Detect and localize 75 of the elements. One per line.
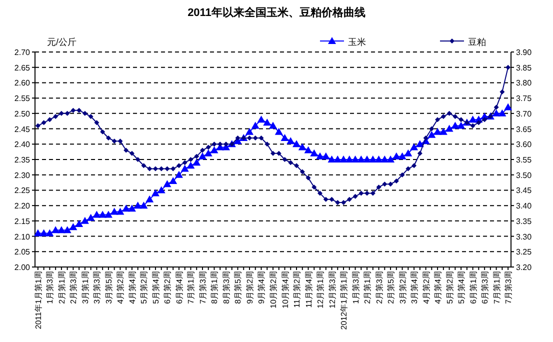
y-tick-label: 2.25 bbox=[14, 186, 31, 196]
y-tick-label: 2.65 bbox=[14, 63, 31, 72]
x-tick-label: 9月第2周 bbox=[245, 271, 254, 304]
y-tick-label: 2.70 bbox=[14, 48, 31, 57]
chart-title: 2011年以来全国玉米、豆粕价格曲线 bbox=[188, 6, 366, 19]
y-tick-label: 2.35 bbox=[14, 156, 31, 164]
y2-tick-label: 3.35 bbox=[516, 216, 532, 226]
x-tick-label: 12月第3周 bbox=[328, 271, 337, 308]
x-tick-label: 10月第2周 bbox=[269, 271, 278, 308]
x-tick-label: 6月第3周 bbox=[480, 271, 490, 304]
x-tick-label: 8月第1周 bbox=[210, 271, 220, 304]
x-tick-label: 4月第2周 bbox=[116, 271, 126, 304]
x-tick-label: 2月第1周 bbox=[57, 271, 66, 304]
x-tick-label: 9月第4周 bbox=[257, 271, 266, 304]
x-tick-label: 5月第4周 bbox=[151, 271, 160, 304]
y-tick-label: 2.40 bbox=[14, 140, 31, 150]
y2-tick-label: 3.75 bbox=[516, 94, 532, 104]
x-tick-label: 5月第2周 bbox=[445, 271, 454, 304]
x-tick-label: 6月第2周 bbox=[163, 271, 172, 304]
x-tick-label: 5月第2周 bbox=[140, 271, 149, 304]
x-tick-label: 11月第2周 bbox=[292, 271, 302, 308]
x-tick-label: 3月第4周 bbox=[410, 271, 420, 304]
x-tick-label: 7月第3周 bbox=[504, 271, 514, 304]
x-tick-label: 2月第3周 bbox=[374, 271, 384, 304]
y-tick-label: 2.50 bbox=[14, 109, 31, 118]
y2-tick-label: 3.20 bbox=[516, 263, 532, 272]
x-tick-label: 3月第2周 bbox=[398, 271, 408, 304]
x-tick-label: 3月第5周 bbox=[104, 271, 114, 304]
legend-label: 玉米 bbox=[348, 37, 366, 47]
x-tick-label: 7月第1周 bbox=[492, 271, 502, 304]
y2-tick-label: 3.65 bbox=[516, 124, 532, 134]
y2-tick-label: 3.85 bbox=[516, 63, 532, 72]
x-tick-label: 11月第4周 bbox=[304, 271, 314, 308]
x-tick-label: 10月第4周 bbox=[280, 271, 290, 308]
y2-tick-label: 3.55 bbox=[516, 156, 532, 164]
y-tick-label: 2.05 bbox=[14, 248, 31, 257]
x-tick-label: 3月第1周 bbox=[80, 271, 90, 304]
y-axis-title: 元/公斤 bbox=[47, 37, 77, 47]
x-tick-label: 12月第1周 bbox=[316, 271, 326, 308]
x-tick-label: 2月第1周 bbox=[363, 271, 372, 304]
y2-tick-label: 3.45 bbox=[516, 186, 532, 196]
x-tick-label: 4月第2周 bbox=[422, 271, 431, 304]
y2-tick-label: 3.25 bbox=[516, 248, 532, 257]
x-tick-label: 1月第3周 bbox=[351, 271, 360, 304]
x-tick-label: 8月第3周 bbox=[222, 271, 231, 304]
y-tick-label: 2.60 bbox=[14, 78, 31, 88]
x-tick-label: 7月第3周 bbox=[198, 271, 208, 304]
x-tick-label: 2011年1月第1周 bbox=[34, 271, 43, 330]
x-tick-label: 2月第5周 bbox=[386, 271, 396, 304]
x-tick-label: 7月第1周 bbox=[186, 271, 196, 304]
y2-tick-label: 3.50 bbox=[516, 170, 532, 180]
x-tick-label: 1月第3周 bbox=[46, 271, 55, 304]
legend-label: 豆粕 bbox=[468, 37, 486, 47]
y2-tick-label: 3.80 bbox=[516, 78, 532, 88]
x-tick-label: 2月第3周 bbox=[69, 271, 78, 304]
y-tick-label: 2.45 bbox=[14, 124, 31, 134]
y-tick-label: 2.15 bbox=[14, 216, 31, 226]
y-tick-label: 2.20 bbox=[14, 202, 31, 211]
x-tick-label: 3月第3周 bbox=[92, 271, 102, 304]
y2-tick-label: 3.60 bbox=[516, 140, 532, 150]
x-tick-label: 8月第5周 bbox=[234, 271, 243, 304]
y-tick-label: 2.00 bbox=[14, 263, 31, 272]
x-tick-label: 2012年1月第1周 bbox=[340, 271, 349, 330]
x-tick-label: 6月第1周 bbox=[468, 271, 478, 304]
y-tick-label: 2.30 bbox=[14, 170, 31, 180]
y2-tick-label: 3.30 bbox=[516, 232, 532, 242]
x-tick-label: 4月第4周 bbox=[128, 271, 137, 304]
y-tick-label: 2.55 bbox=[14, 94, 31, 104]
x-tick-label: 4月第4周 bbox=[434, 271, 443, 304]
y2-tick-label: 3.90 bbox=[516, 48, 532, 57]
x-tick-label: 5月第4周 bbox=[457, 271, 466, 304]
y-tick-label: 2.10 bbox=[14, 232, 31, 242]
x-tick-label: 6月第4周 bbox=[174, 271, 184, 304]
y2-tick-label: 3.70 bbox=[516, 109, 532, 118]
y2-tick-label: 3.40 bbox=[516, 202, 532, 211]
